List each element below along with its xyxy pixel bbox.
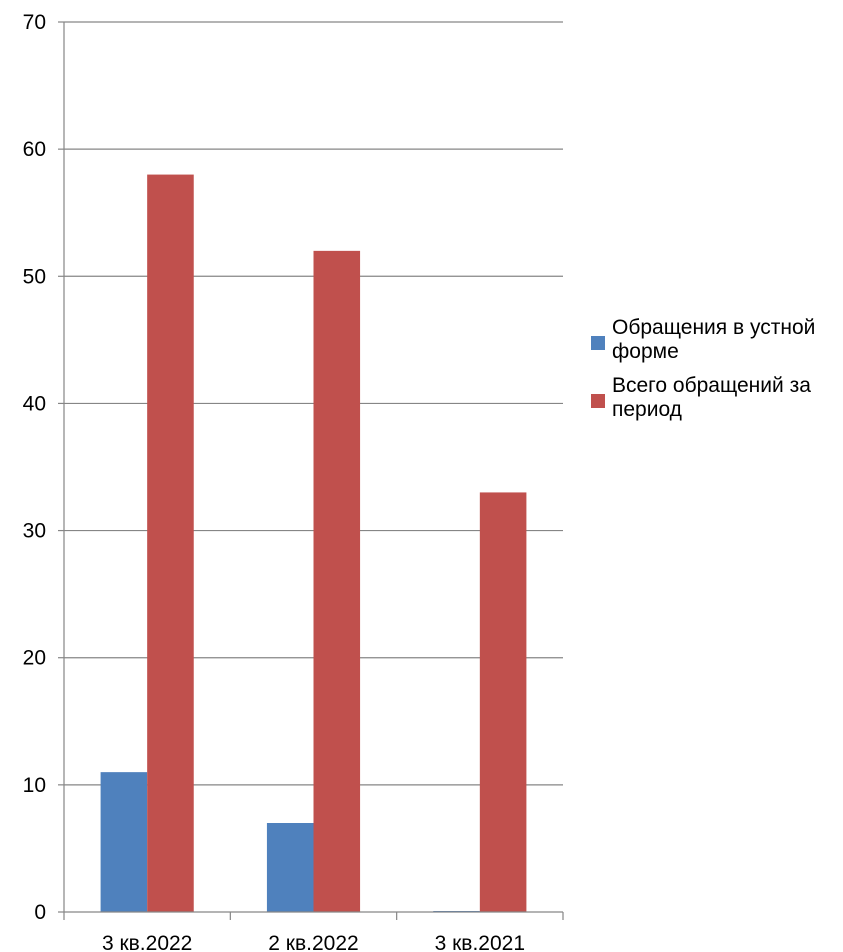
x-tick-label-0: 3 кв.2022 [102, 932, 192, 952]
legend-swatch-1 [591, 394, 605, 408]
y-tick-label-60: 60 [23, 138, 46, 161]
y-tick-label-70: 70 [23, 11, 46, 34]
y-tick-labels: 0 10 20 30 40 50 60 70 [23, 11, 46, 924]
axes [58, 21, 564, 920]
x-tick-label-1: 2 кв.2022 [268, 932, 358, 952]
bars [100, 174, 527, 913]
bar-series1-0 [147, 174, 194, 913]
y-tick-label-30: 30 [23, 520, 46, 543]
legend-label-0-line-1: форме [612, 340, 679, 363]
bar-series0-1 [266, 823, 314, 912]
y-tick-label-10: 10 [23, 774, 46, 797]
legend-swatch-0 [591, 336, 605, 350]
legend-label-0-line-0: Обращения в устной [612, 316, 815, 339]
bar-series1-1 [313, 250, 361, 912]
legend-label-1-line-1: период [612, 398, 682, 421]
bar-series1-2 [479, 492, 527, 912]
y-tick-label-0: 0 [34, 901, 46, 924]
x-tick-label-2: 3 кв.2021 [435, 932, 525, 952]
y-tick-label-40: 40 [23, 392, 46, 415]
x-tick-labels: 3 кв.2022 2 кв.2022 3 кв.2021 [102, 932, 525, 952]
bar-series0-0 [100, 772, 148, 912]
y-tick-label-20: 20 [23, 647, 46, 670]
legend-label-1-line-0: Всего обращений за [612, 374, 811, 397]
y-tick-label-50: 50 [23, 265, 46, 288]
